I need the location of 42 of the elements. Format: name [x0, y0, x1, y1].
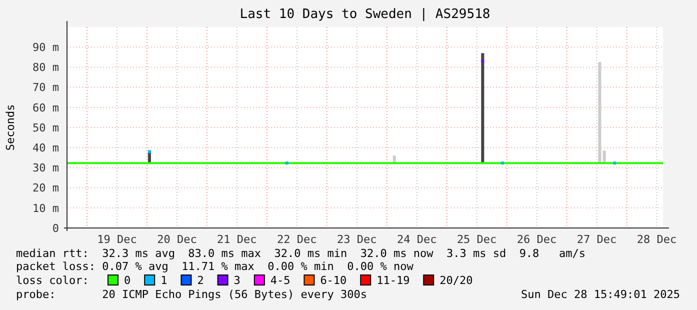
y-tick-label: 10 m	[32, 202, 60, 215]
y-tick-label: 60 m	[32, 101, 60, 114]
legend-label: 4-5	[270, 274, 290, 287]
point	[148, 150, 151, 154]
x-tick-label: 28 Dec	[636, 233, 677, 246]
legend-label: 2	[197, 274, 204, 287]
legend-label: 20/20	[440, 274, 473, 287]
point	[481, 60, 484, 63]
y-tick-label: 0	[52, 222, 59, 235]
x-tick-label: 19 Dec	[97, 233, 137, 246]
x-tick-label: 20 Dec	[157, 233, 197, 246]
x-tick-label: 27 Dec	[576, 233, 617, 246]
x-tick-label: 21 Dec	[217, 233, 257, 246]
text: packet loss: 0.07 % avg 11.71 % max 0.00 % min 0.00 % now	[16, 260, 414, 273]
legend-title: loss color:	[16, 274, 89, 287]
point	[500, 162, 504, 165]
legend-label: 1	[160, 274, 168, 287]
point	[613, 162, 616, 165]
x-tick-label: 25 Dec	[456, 233, 497, 246]
y-tick-label: 20 m	[32, 182, 60, 195]
y-tick-label: 50 m	[32, 121, 60, 134]
chart-title: Last 10 Days to Sweden | AS29518	[240, 7, 490, 22]
text: Sun Dec 28 15:49:01 2025	[521, 288, 680, 301]
legend-label: 3	[234, 274, 240, 287]
x-tick-label: 23 Dec	[337, 233, 377, 246]
bar	[602, 150, 606, 164]
text: median rtt: 32.3 ms avg 83.0 ms max 32.0 ms min 32.0 ms now 3.3 ms sd 9.8 am/s	[16, 247, 586, 260]
x-tick-label: 26 Dec	[516, 233, 557, 246]
text: probe: 20 ICMP Echo Pings (56 Bytes) every 300s	[16, 288, 367, 301]
legend-label: 6-10	[320, 274, 347, 287]
y-tick-label: 70 m	[32, 81, 60, 94]
y-tick-label: 80 m	[32, 61, 60, 74]
x-tick-label: 24 Dec	[396, 233, 437, 246]
y-tick-label: 90 m	[32, 40, 60, 54]
bar	[481, 53, 484, 164]
point	[285, 162, 288, 165]
legend-label: 11-19	[376, 274, 410, 287]
y-tick-label: 30 m	[32, 162, 60, 175]
x-tick-label: 22 Dec	[277, 233, 317, 246]
legend-label: 0	[124, 274, 131, 287]
y-axis-title: Seconds	[4, 104, 17, 151]
y-tick-label: 40 m	[32, 141, 60, 154]
